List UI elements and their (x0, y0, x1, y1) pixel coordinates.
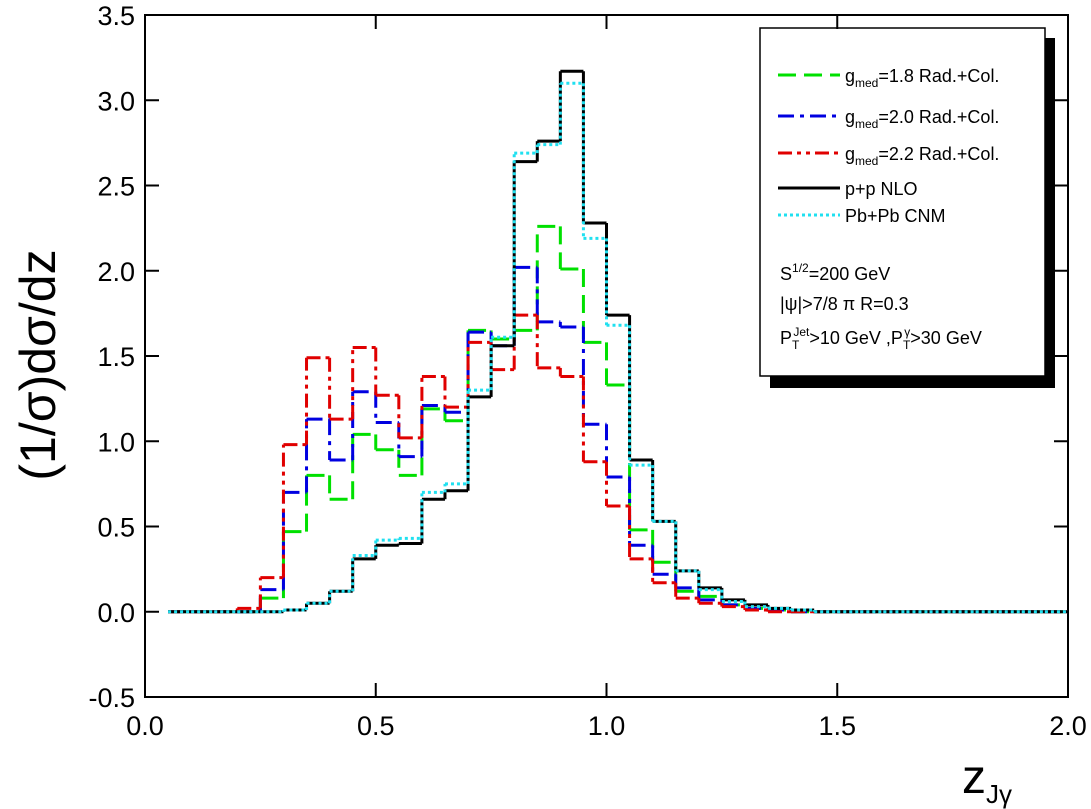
annotation: PTJet>10 GeV ,PTγ>30 GeV (780, 325, 982, 352)
y-tick-label: 1.0 (97, 427, 135, 457)
y-tick-label: 1.5 (97, 342, 135, 372)
x-tick-label: 1.0 (588, 711, 626, 741)
annotation-part: |ψ|>7/8 π R=0.3 (780, 294, 909, 314)
legend-label: gmed=2.0 Rad.+Col. (845, 107, 999, 131)
legend-label: gmed=1.8 Rad.+Col. (845, 66, 999, 90)
x-tick-label: 2.0 (1049, 711, 1087, 741)
annotation-part: 1/2 (792, 261, 809, 275)
series (168, 81, 1068, 614)
y-axis-label: (1/σ)dσ/dz (10, 249, 66, 480)
annotation-part: >30 GeV (910, 328, 982, 348)
annotation: S1/2=200 GeV (780, 261, 890, 284)
x-axis-label: zJγ (962, 751, 1012, 809)
y-tick-label: 0.0 (97, 598, 135, 628)
y-tick-label: 0.5 (97, 513, 135, 543)
legend-box (759, 27, 1046, 377)
annotation-part: >10 GeV ,P (809, 328, 903, 348)
x-tick-label: 1.5 (818, 711, 856, 741)
x-axis-label-part: z (962, 751, 986, 804)
x-tick-label: 0.0 (126, 711, 164, 741)
annotation-part: =200 GeV (809, 264, 891, 284)
y-tick-label: 3.0 (97, 86, 135, 116)
annotation-part: Jet (793, 325, 810, 339)
legend-label: gmed=2.2 Rad.+Col. (845, 144, 999, 168)
legend-label: p+p NLO (845, 179, 918, 199)
legend-label: Pb+Pb CNM (845, 206, 946, 226)
y-tick-label: 3.5 (97, 1, 135, 31)
annotation-part: S (780, 264, 792, 284)
annotation: |ψ|>7/8 π R=0.3 (780, 294, 909, 314)
annotation-part: T (792, 338, 800, 352)
x-tick-label: 0.5 (357, 711, 395, 741)
y-tick-label: 2.5 (97, 172, 135, 202)
y-tick-label: 2.0 (97, 257, 135, 287)
y-tick-label: -0.5 (88, 683, 135, 713)
annotation-part: T (903, 338, 911, 352)
x-axis-label-part: Jγ (986, 779, 1012, 809)
annotation-part: P (780, 328, 792, 348)
annotation-part: γ (904, 325, 910, 339)
